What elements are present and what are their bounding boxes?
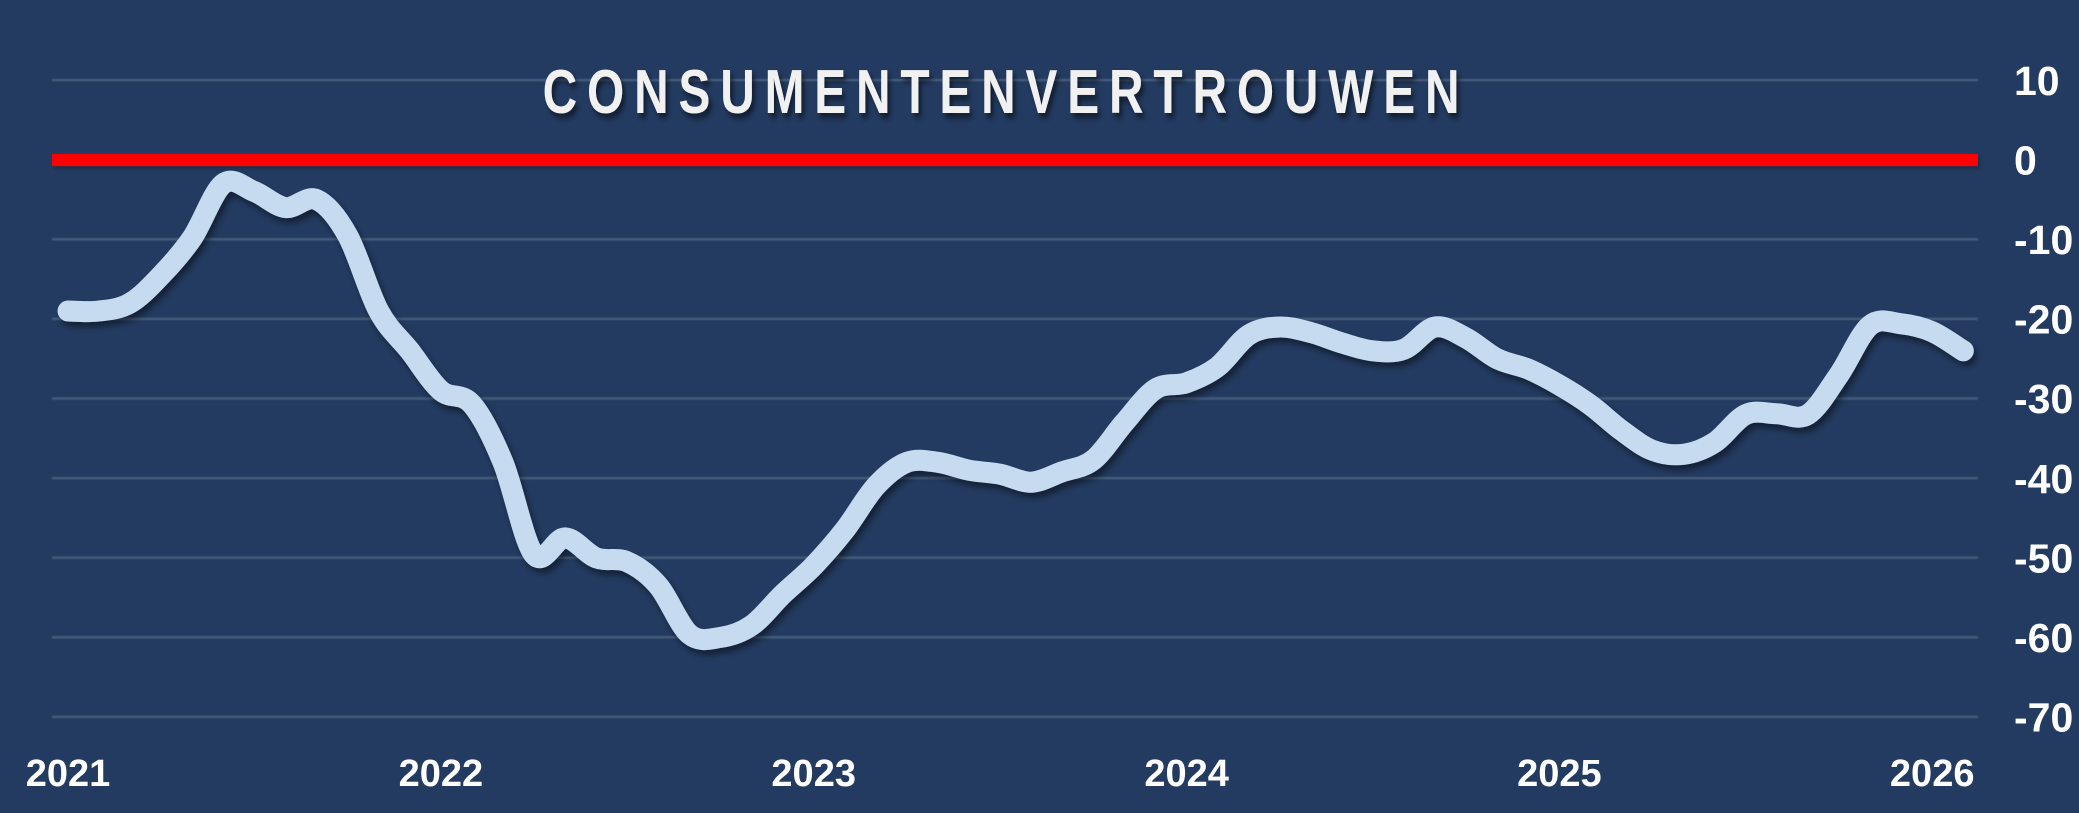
svg-text:CONSUMENTENVERTROUWEN: CONSUMENTENVERTROUWEN [543, 57, 1470, 127]
svg-text:2026: 2026 [1890, 753, 1975, 795]
svg-text:2022: 2022 [399, 753, 484, 795]
svg-text:2024: 2024 [1144, 753, 1229, 795]
svg-text:2023: 2023 [771, 753, 856, 795]
svg-text:2025: 2025 [1517, 753, 1602, 795]
svg-text:-50: -50 [2014, 535, 2073, 581]
svg-text:-60: -60 [2014, 615, 2073, 661]
svg-text:2021: 2021 [26, 753, 111, 795]
svg-text:-10: -10 [2014, 217, 2073, 263]
svg-text:-30: -30 [2014, 376, 2073, 422]
svg-text:10: 10 [2014, 58, 2060, 104]
svg-text:-70: -70 [2014, 695, 2073, 741]
svg-text:0: 0 [2014, 137, 2037, 183]
svg-text:-40: -40 [2014, 456, 2073, 502]
svg-text:-20: -20 [2014, 297, 2073, 343]
